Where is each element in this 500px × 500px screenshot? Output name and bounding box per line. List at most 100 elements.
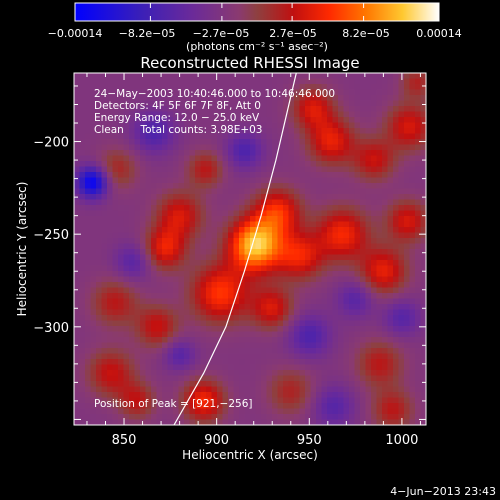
heatmap-cell bbox=[90, 150, 97, 156]
heatmap-cell bbox=[349, 348, 355, 354]
heatmap-cell bbox=[321, 144, 328, 151]
heatmap-cell bbox=[277, 304, 284, 310]
heatmap-cell bbox=[332, 315, 339, 321]
heatmap-cell bbox=[239, 419, 245, 425]
heatmap-cell bbox=[145, 348, 152, 354]
heatmap-cell bbox=[129, 128, 135, 134]
heatmap-cell bbox=[244, 216, 251, 222]
heatmap-cell bbox=[206, 419, 212, 425]
heatmap-cell bbox=[387, 89, 394, 96]
heatmap-cell bbox=[189, 359, 196, 365]
heatmap-cell bbox=[299, 243, 306, 250]
heatmap-cell bbox=[332, 84, 339, 90]
heatmap-cell bbox=[283, 100, 289, 107]
heatmap-cell bbox=[129, 386, 135, 393]
heatmap-cell bbox=[217, 419, 223, 425]
heatmap-cell bbox=[294, 260, 300, 266]
heatmap-cell bbox=[371, 238, 377, 244]
heatmap-cell bbox=[167, 100, 174, 107]
heatmap-cell bbox=[299, 331, 306, 338]
heatmap-cell bbox=[228, 408, 234, 415]
heatmap-cell bbox=[272, 397, 278, 404]
heatmap-cell bbox=[409, 117, 416, 123]
heatmap-cell bbox=[272, 106, 278, 112]
heatmap-cell bbox=[90, 381, 97, 387]
heatmap-cell bbox=[74, 260, 80, 266]
heatmap-cell bbox=[167, 348, 174, 354]
heatmap-cell bbox=[398, 155, 405, 162]
heatmap-cell bbox=[360, 199, 366, 206]
heatmap-cell bbox=[123, 386, 130, 393]
heatmap-cell bbox=[200, 403, 207, 409]
heatmap-cell bbox=[272, 166, 278, 173]
heatmap-cell bbox=[145, 359, 152, 365]
heatmap-cell bbox=[129, 254, 135, 261]
heatmap-cell bbox=[90, 271, 97, 277]
heatmap-cell bbox=[90, 232, 97, 239]
heatmap-cell bbox=[299, 249, 306, 255]
heatmap-cell bbox=[244, 232, 251, 239]
heatmap-cell bbox=[420, 216, 426, 222]
heatmap-cell bbox=[184, 210, 190, 217]
heatmap-cell bbox=[156, 183, 163, 189]
heatmap-cell bbox=[228, 348, 234, 354]
heatmap-cell bbox=[195, 232, 201, 239]
heatmap-cell bbox=[393, 100, 399, 107]
heatmap-cell bbox=[250, 414, 256, 420]
heatmap-cell bbox=[332, 359, 339, 365]
heatmap-cell bbox=[74, 320, 80, 327]
heatmap-cell bbox=[332, 188, 339, 195]
heatmap-cell bbox=[134, 161, 141, 167]
heatmap-cell bbox=[310, 326, 317, 332]
heatmap-cell bbox=[217, 370, 223, 376]
heatmap-cell bbox=[217, 298, 223, 305]
heatmap-cell bbox=[316, 194, 322, 200]
heatmap-cell bbox=[283, 254, 289, 261]
heatmap-cell bbox=[85, 117, 91, 123]
heatmap-cell bbox=[387, 194, 394, 200]
heatmap-cell bbox=[420, 337, 426, 343]
heatmap-cell bbox=[387, 128, 394, 134]
heatmap-cell bbox=[316, 78, 322, 85]
heatmap-cell bbox=[398, 287, 405, 294]
heatmap-cell bbox=[321, 342, 328, 349]
heatmap-cell bbox=[85, 78, 91, 85]
heatmap-cell bbox=[354, 414, 361, 420]
heatmap-cell bbox=[222, 293, 229, 299]
heatmap-cell bbox=[250, 106, 256, 112]
heatmap-cell bbox=[349, 155, 355, 162]
heatmap-cell bbox=[112, 386, 119, 393]
heatmap-cell bbox=[162, 122, 168, 129]
heatmap-cell bbox=[332, 260, 339, 266]
heatmap-cell bbox=[184, 89, 190, 96]
heatmap-cell bbox=[382, 249, 388, 255]
heatmap-cell bbox=[409, 216, 416, 222]
heatmap-cell bbox=[96, 238, 102, 244]
heatmap-cell bbox=[118, 117, 124, 123]
heatmap-cell bbox=[343, 155, 350, 162]
heatmap-cell bbox=[233, 375, 240, 382]
heatmap-cell bbox=[239, 348, 245, 354]
heatmap-cell bbox=[184, 243, 190, 250]
heatmap-cell bbox=[239, 293, 245, 299]
heatmap-cell bbox=[96, 133, 102, 140]
heatmap-cell bbox=[404, 265, 410, 272]
heatmap-cell bbox=[283, 144, 289, 151]
heatmap-cell bbox=[178, 117, 185, 123]
heatmap-cell bbox=[233, 199, 240, 206]
heatmap-cell bbox=[343, 95, 350, 101]
heatmap-cell bbox=[277, 287, 284, 294]
heatmap-cell bbox=[211, 216, 218, 222]
heatmap-cell bbox=[151, 265, 157, 272]
heatmap-cell bbox=[107, 188, 113, 195]
heatmap-cell bbox=[239, 73, 245, 79]
heatmap-cell bbox=[211, 155, 218, 162]
heatmap-cell bbox=[316, 177, 322, 184]
y-tick-labels: −200−250−300 bbox=[33, 136, 69, 336]
heatmap-cell bbox=[393, 265, 399, 272]
heatmap-cell bbox=[255, 84, 262, 90]
heatmap-cell bbox=[167, 89, 174, 96]
heatmap-cell bbox=[332, 216, 339, 222]
heatmap-cell bbox=[398, 221, 405, 228]
heatmap-cell bbox=[266, 370, 273, 376]
